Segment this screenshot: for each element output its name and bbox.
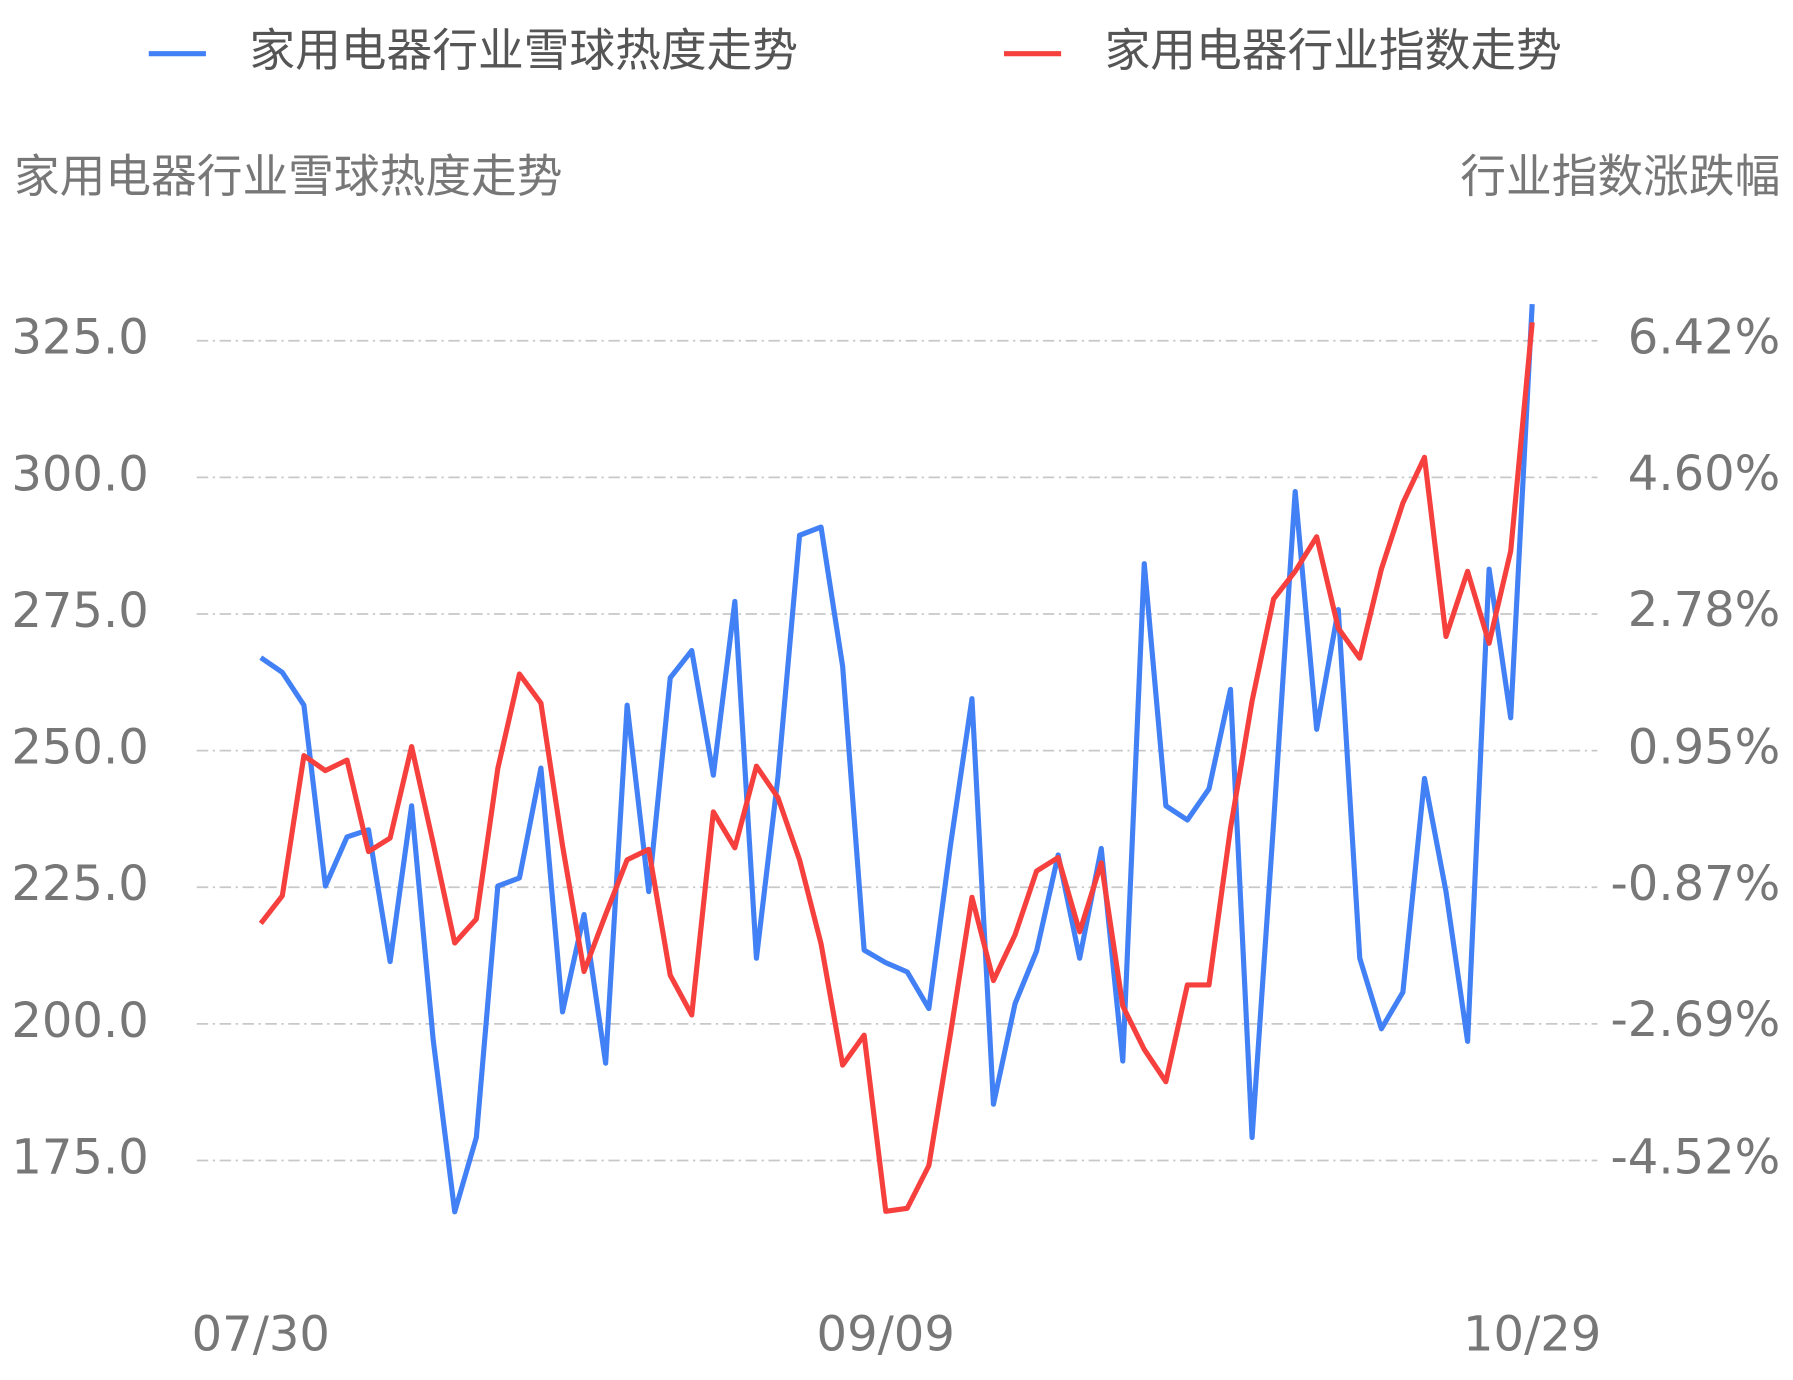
x-tick-label: 10/29 — [1463, 1307, 1601, 1363]
y-axis-title: 家用电器行业雪球热度走势 — [14, 150, 563, 203]
y-tick-label: 250.0 — [11, 720, 148, 776]
y2-tick-label: -0.87% — [1610, 856, 1780, 912]
y-tick-label: 300.0 — [11, 446, 148, 502]
y-tick-label: 325.0 — [11, 310, 148, 366]
y-tick-label: 175.0 — [11, 1129, 148, 1185]
y-tick-label: 200.0 — [11, 993, 148, 1049]
legend-label: 家用电器行业雪球热度走势 — [249, 24, 798, 77]
y2-tick-label: 4.60% — [1628, 446, 1780, 502]
y2-axis-title: 行业指数涨跌幅 — [1460, 150, 1780, 203]
series-line — [258, 322, 1535, 1214]
y2-tick-label: -4.52% — [1610, 1129, 1780, 1185]
y2-tick-label: -2.69% — [1610, 992, 1780, 1048]
y2-tick-label: 0.95% — [1628, 719, 1780, 775]
y2-tick-label: 2.78% — [1628, 582, 1780, 638]
x-tick-label: 09/09 — [817, 1307, 955, 1363]
y-tick-label: 225.0 — [11, 856, 148, 912]
x-tick-label: 07/30 — [192, 1307, 330, 1363]
legend-label: 家用电器行业指数走势 — [1105, 24, 1562, 77]
y-tick-label: 275.0 — [11, 583, 148, 639]
y2-tick-label: 6.42% — [1628, 309, 1780, 365]
series-line — [259, 303, 1535, 1215]
